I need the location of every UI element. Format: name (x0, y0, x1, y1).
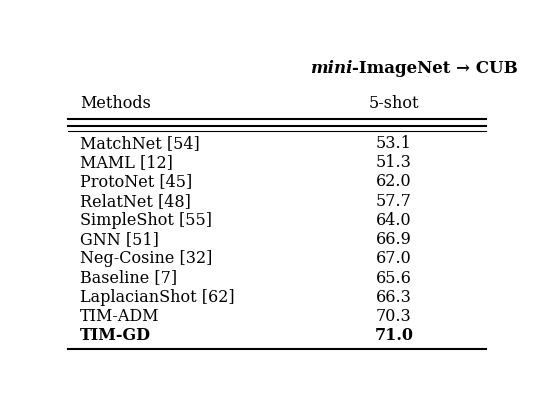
Text: 5-shot: 5-shot (369, 95, 419, 112)
Text: TIM-GD: TIM-GD (80, 327, 151, 344)
Text: ProtoNet [45]: ProtoNet [45] (80, 173, 192, 190)
Text: Baseline [7]: Baseline [7] (80, 270, 177, 287)
Text: 67.0: 67.0 (376, 250, 412, 267)
Text: 64.0: 64.0 (376, 212, 411, 229)
Text: MatchNet [54]: MatchNet [54] (80, 135, 200, 152)
Text: Neg-Cosine [32]: Neg-Cosine [32] (80, 250, 212, 267)
Text: 66.3: 66.3 (376, 289, 412, 306)
Text: MAML [12]: MAML [12] (80, 154, 173, 171)
Text: mini: mini (309, 60, 352, 77)
Text: Methods: Methods (80, 95, 151, 112)
Text: 71.0: 71.0 (374, 327, 414, 344)
Text: GNN [51]: GNN [51] (80, 231, 159, 248)
Text: SimpleShot [55]: SimpleShot [55] (80, 212, 212, 229)
Text: 70.3: 70.3 (376, 308, 412, 325)
Text: 65.6: 65.6 (376, 270, 412, 287)
Text: LaplacianShot [62]: LaplacianShot [62] (80, 289, 235, 306)
Text: RelatNet [48]: RelatNet [48] (80, 193, 191, 210)
Text: TIM-ADM: TIM-ADM (80, 308, 159, 325)
Text: -ImageNet → CUB: -ImageNet → CUB (352, 60, 518, 77)
Text: 57.7: 57.7 (376, 193, 412, 210)
Text: 66.9: 66.9 (376, 231, 412, 248)
Text: 62.0: 62.0 (376, 173, 411, 190)
Text: 51.3: 51.3 (376, 154, 412, 171)
Text: 53.1: 53.1 (376, 135, 412, 152)
